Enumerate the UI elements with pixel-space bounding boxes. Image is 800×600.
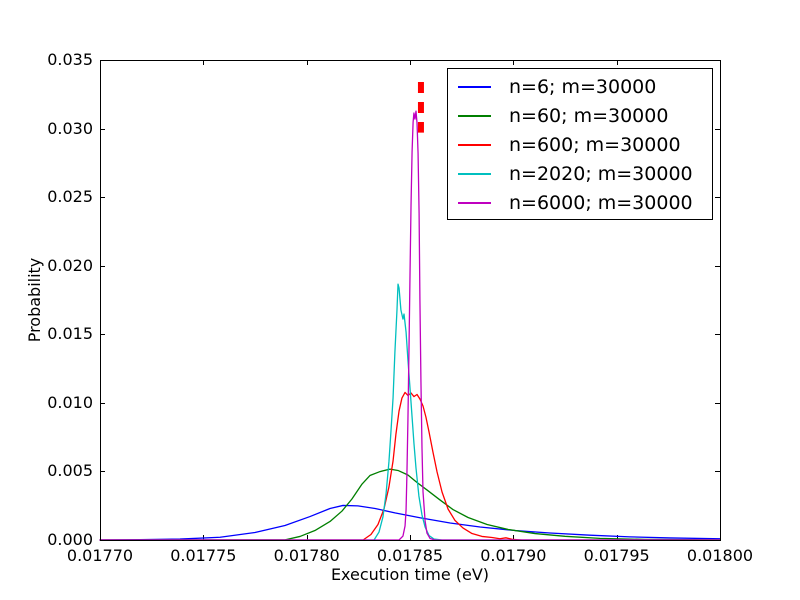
series-line-4 <box>99 110 721 541</box>
x-axis-label: Execution time (eV) <box>330 565 490 584</box>
x-tick-label: 0.01800 <box>686 546 754 565</box>
x-tick-label: 0.01780 <box>273 546 340 565</box>
legend-label: n=2020; m=30000 <box>509 163 693 186</box>
legend: n=6; m=30000 n=60; m=30000 n=600; m=3000… <box>447 68 713 220</box>
legend-line-sample <box>458 143 491 146</box>
legend-label: n=6; m=30000 <box>509 75 657 98</box>
series-line-0 <box>99 504 721 541</box>
x-tick-label: 0.01795 <box>583 546 650 565</box>
legend-item: n=6; m=30000 <box>448 72 712 101</box>
x-tick-label: 0.01770 <box>66 546 134 565</box>
y-tick-label: 0.030 <box>47 118 93 138</box>
legend-line-sample <box>458 173 491 176</box>
y-tick-label: 0.025 <box>47 187 93 207</box>
x-tick-label: 0.01785 <box>376 546 444 565</box>
series-line-3 <box>99 283 721 541</box>
y-tick-label: 0.010 <box>47 392 93 412</box>
legend-line-sample <box>458 114 491 117</box>
legend-label: n=6000; m=30000 <box>509 192 693 215</box>
x-tick-label: 0.01790 <box>480 546 547 565</box>
x-tick-label: 0.01775 <box>170 546 237 565</box>
legend-item: n=6000; m=30000 <box>448 189 712 218</box>
y-tick-label: 0.000 <box>47 530 93 549</box>
legend-line-sample <box>458 202 491 205</box>
y-axis-label: Probability <box>25 257 44 343</box>
series-line-1 <box>99 468 721 541</box>
legend-label: n=600; m=30000 <box>509 133 681 156</box>
legend-item: n=60; m=30000 <box>448 101 712 130</box>
legend-item: n=600; m=30000 <box>448 130 712 159</box>
axes-spines <box>100 60 721 541</box>
y-tick-label: 0.015 <box>47 324 93 344</box>
y-tick-label: 0.035 <box>47 50 93 69</box>
series-line-2 <box>99 391 721 541</box>
y-tick-label: 0.005 <box>47 461 93 481</box>
legend-label: n=60; m=30000 <box>509 104 669 127</box>
legend-item: n=2020; m=30000 <box>448 160 712 189</box>
y-tick-label: 0.020 <box>47 255 93 275</box>
legend-line-sample <box>458 85 491 88</box>
